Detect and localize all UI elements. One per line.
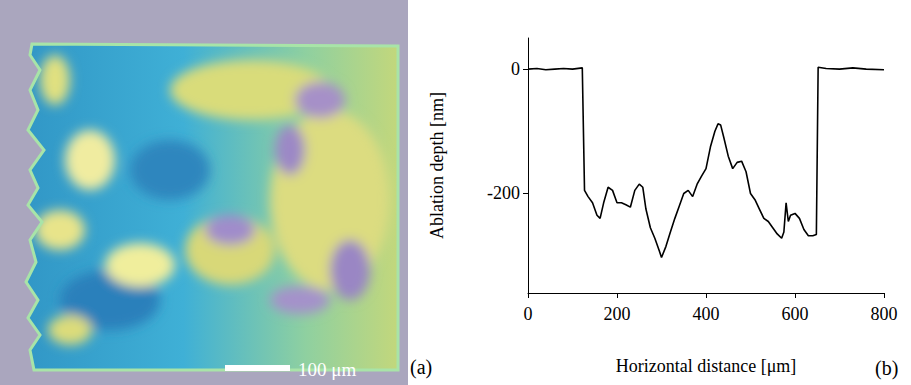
svg-text:(b): (b) (875, 357, 898, 380)
svg-text:200: 200 (604, 304, 631, 324)
svg-text:100 μm: 100 μm (298, 359, 356, 380)
svg-text:600: 600 (782, 304, 809, 324)
svg-text:0: 0 (524, 304, 533, 324)
html-text:(a): (a) (410, 356, 433, 378)
svg-text:Ablation depth [nm]: Ablation depth [nm] (427, 92, 447, 239)
svg-text:-200: -200 (487, 183, 520, 203)
svg-text:800: 800 (871, 304, 898, 324)
svg-text:400: 400 (693, 304, 720, 324)
svg-text:Horizontal distance [μm]: Horizontal distance [μm] (616, 356, 797, 376)
svg-text:0: 0 (511, 59, 520, 79)
